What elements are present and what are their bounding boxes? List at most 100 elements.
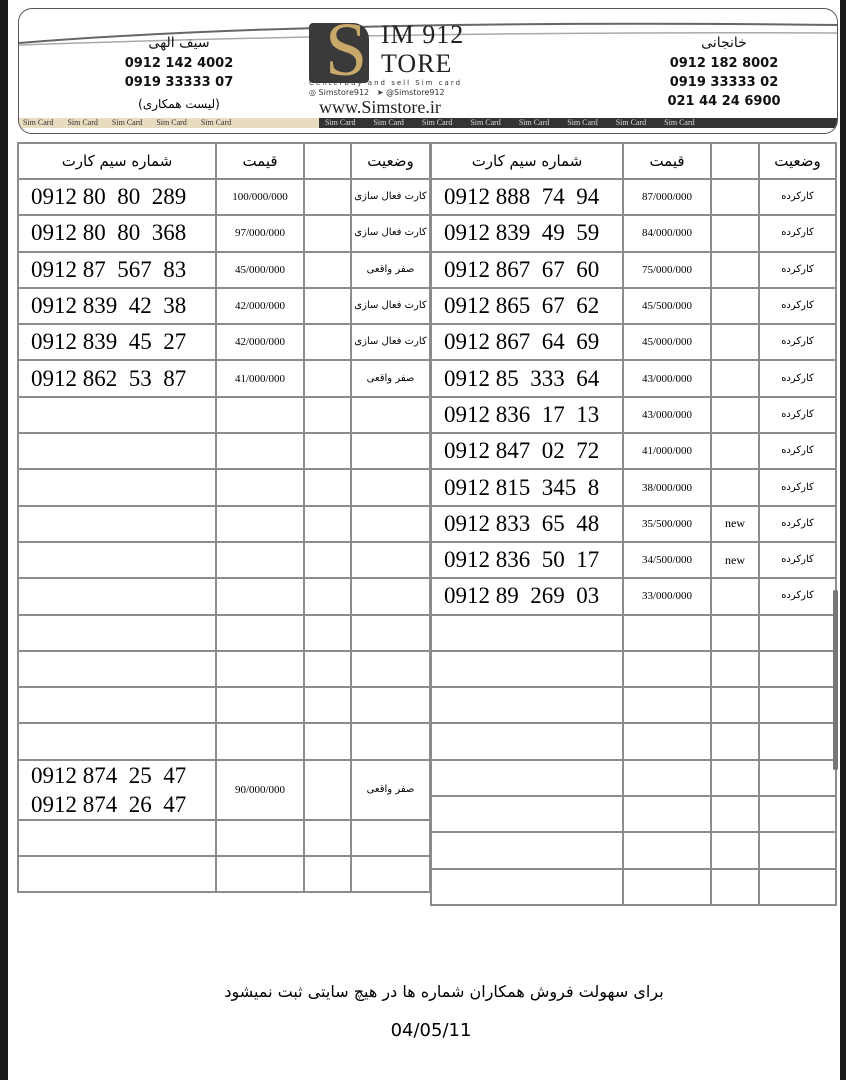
scrollbar[interactable] [833,590,838,770]
table-header-row: شماره سیم کارت قیمت وضعیت [430,142,837,180]
price-cell [622,867,712,906]
extra-cell [303,286,352,326]
status-cell: کارکرده [758,286,837,326]
table-row: 0912 888 74 94 87/000/000 کارکرده [430,177,837,217]
strip-label: Sim Card [664,118,695,127]
phone-number: 0912 874 25 47 [31,762,187,788]
extra-cell [710,468,760,507]
status-cell: کارکرده [758,577,837,616]
number-cell [17,577,217,616]
extra-cell [303,686,352,725]
status-cell: کارت فعال سازی [350,177,431,217]
extra-cell [303,432,352,471]
footer-note: برای سهولت فروش همکاران شماره ها در هیچ … [224,982,664,1001]
status-cell [350,540,431,580]
strip-label: Sim Card [518,118,550,127]
status-cell [758,831,837,870]
number-cell: 0912 836 17 13 [430,395,624,435]
extra-cell [710,649,760,689]
empty-row [430,649,837,689]
number-cell: 0912 833 65 48 [430,504,624,543]
table-row: 0912 80 80 289 100/000/000 کارت فعال سازی [17,177,431,217]
header-number: شماره سیم کارت [430,142,624,180]
strip-dark: Sim Card Sim Card Sim Card Sim Card Sim Card… [319,118,837,128]
price-cell: 87/000/000 [622,177,712,217]
number-cell [17,432,217,471]
number-cell: 0912 85 333 64 [430,359,624,398]
status-cell [350,686,431,725]
status-cell: کارکرده [758,177,837,217]
price-cell: 34/500/000 [622,540,712,580]
status-cell [350,818,431,858]
table-row: 0912 836 50 17 34/500/000 new کارکرده [430,540,837,580]
extra-cell [303,395,352,435]
status-cell [758,722,837,761]
price-cell [622,758,712,798]
number-cell [17,468,217,507]
extra-cell [303,722,352,761]
number-cell: 0912 87 567 83 [17,250,217,289]
contact-phone: 0919 33333 07 [124,75,234,90]
extra-cell [303,504,352,543]
header-extra [303,142,352,180]
number-cell [430,758,624,798]
strip-label: Sim Card [567,118,598,127]
price-cell: 45/500/000 [622,286,712,326]
status-cell: صفر واقعی [350,359,431,398]
number-cell: 0912 80 80 289 [17,177,217,217]
status-cell [350,855,431,894]
empty-row [430,722,837,761]
number-cell [430,686,624,725]
logo-line1: IM 912 [381,20,465,49]
number-cell [17,395,217,435]
number-cell: 0912 836 50 17 [430,540,624,580]
footer-date: 04/05/11 [390,1020,472,1041]
strip-label: Sim Card [200,118,232,127]
price-cell [215,722,305,761]
extra-cell [303,577,352,616]
price-cell: 90/000/000 [215,758,305,821]
price-cell: 42/000/000 [215,323,305,362]
extra-cell [710,577,760,616]
number-cell [17,613,217,652]
contact-name: سیف الهی [148,35,210,51]
status-cell [350,395,431,435]
status-cell [350,649,431,689]
contact-khanjani: خانجانی 0912 182 8002 0919 33333 02 021 … [649,35,799,111]
strip-label: Sim Card [373,118,404,127]
right-price-table: شماره سیم کارت قیمت وضعیت 0912 888 74 94… [430,142,837,906]
number-cell: 0912 862 53 87 [17,359,217,398]
extra-cell [710,613,760,652]
empty-row [17,818,431,858]
number-cell [430,722,624,761]
number-cell [17,855,217,894]
table-header-row: شماره سیم کارت قیمت وضعیت [17,142,431,180]
strip-label: Sim Card [470,118,501,127]
extra-cell [303,177,352,217]
extra-cell [303,855,352,894]
table-row: 0912 815 345 8 38/000/000 کارکرده [430,468,837,507]
extra-cell [710,867,760,906]
number-cell [430,867,624,906]
price-list-page: سیف الهی 0912 142 4002 0919 33333 07 (لی… [8,0,840,1080]
price-cell: 84/000/000 [622,214,712,253]
left-price-table: شماره سیم کارت قیمت وضعیت 0912 80 80 289… [17,142,431,894]
strip-label: Sim Card [23,118,54,127]
logo: S IM 912 TORE Centerbuy and sell Sim car… [309,12,549,117]
empty-row [430,795,837,834]
price-cell: 33/000/000 [622,577,712,616]
empty-row [17,540,431,580]
header-banner: سیف الهی 0912 142 4002 0919 33333 07 (لی… [18,8,838,134]
contact-phone: 0919 33333 02 [669,75,779,90]
extra-cell [710,795,760,834]
status-cell [758,867,837,906]
instagram-handle: Simstore912 [318,88,370,97]
extra-cell [710,432,760,471]
status-cell: کارکرده [758,323,837,362]
empty-row [430,613,837,652]
extra-cell [303,649,352,689]
status-cell: کارت فعال سازی [350,286,431,326]
extra-cell [303,818,352,858]
number-cell: 0912 865 67 62 [430,286,624,326]
telegram-icon: ➤ [376,88,384,97]
